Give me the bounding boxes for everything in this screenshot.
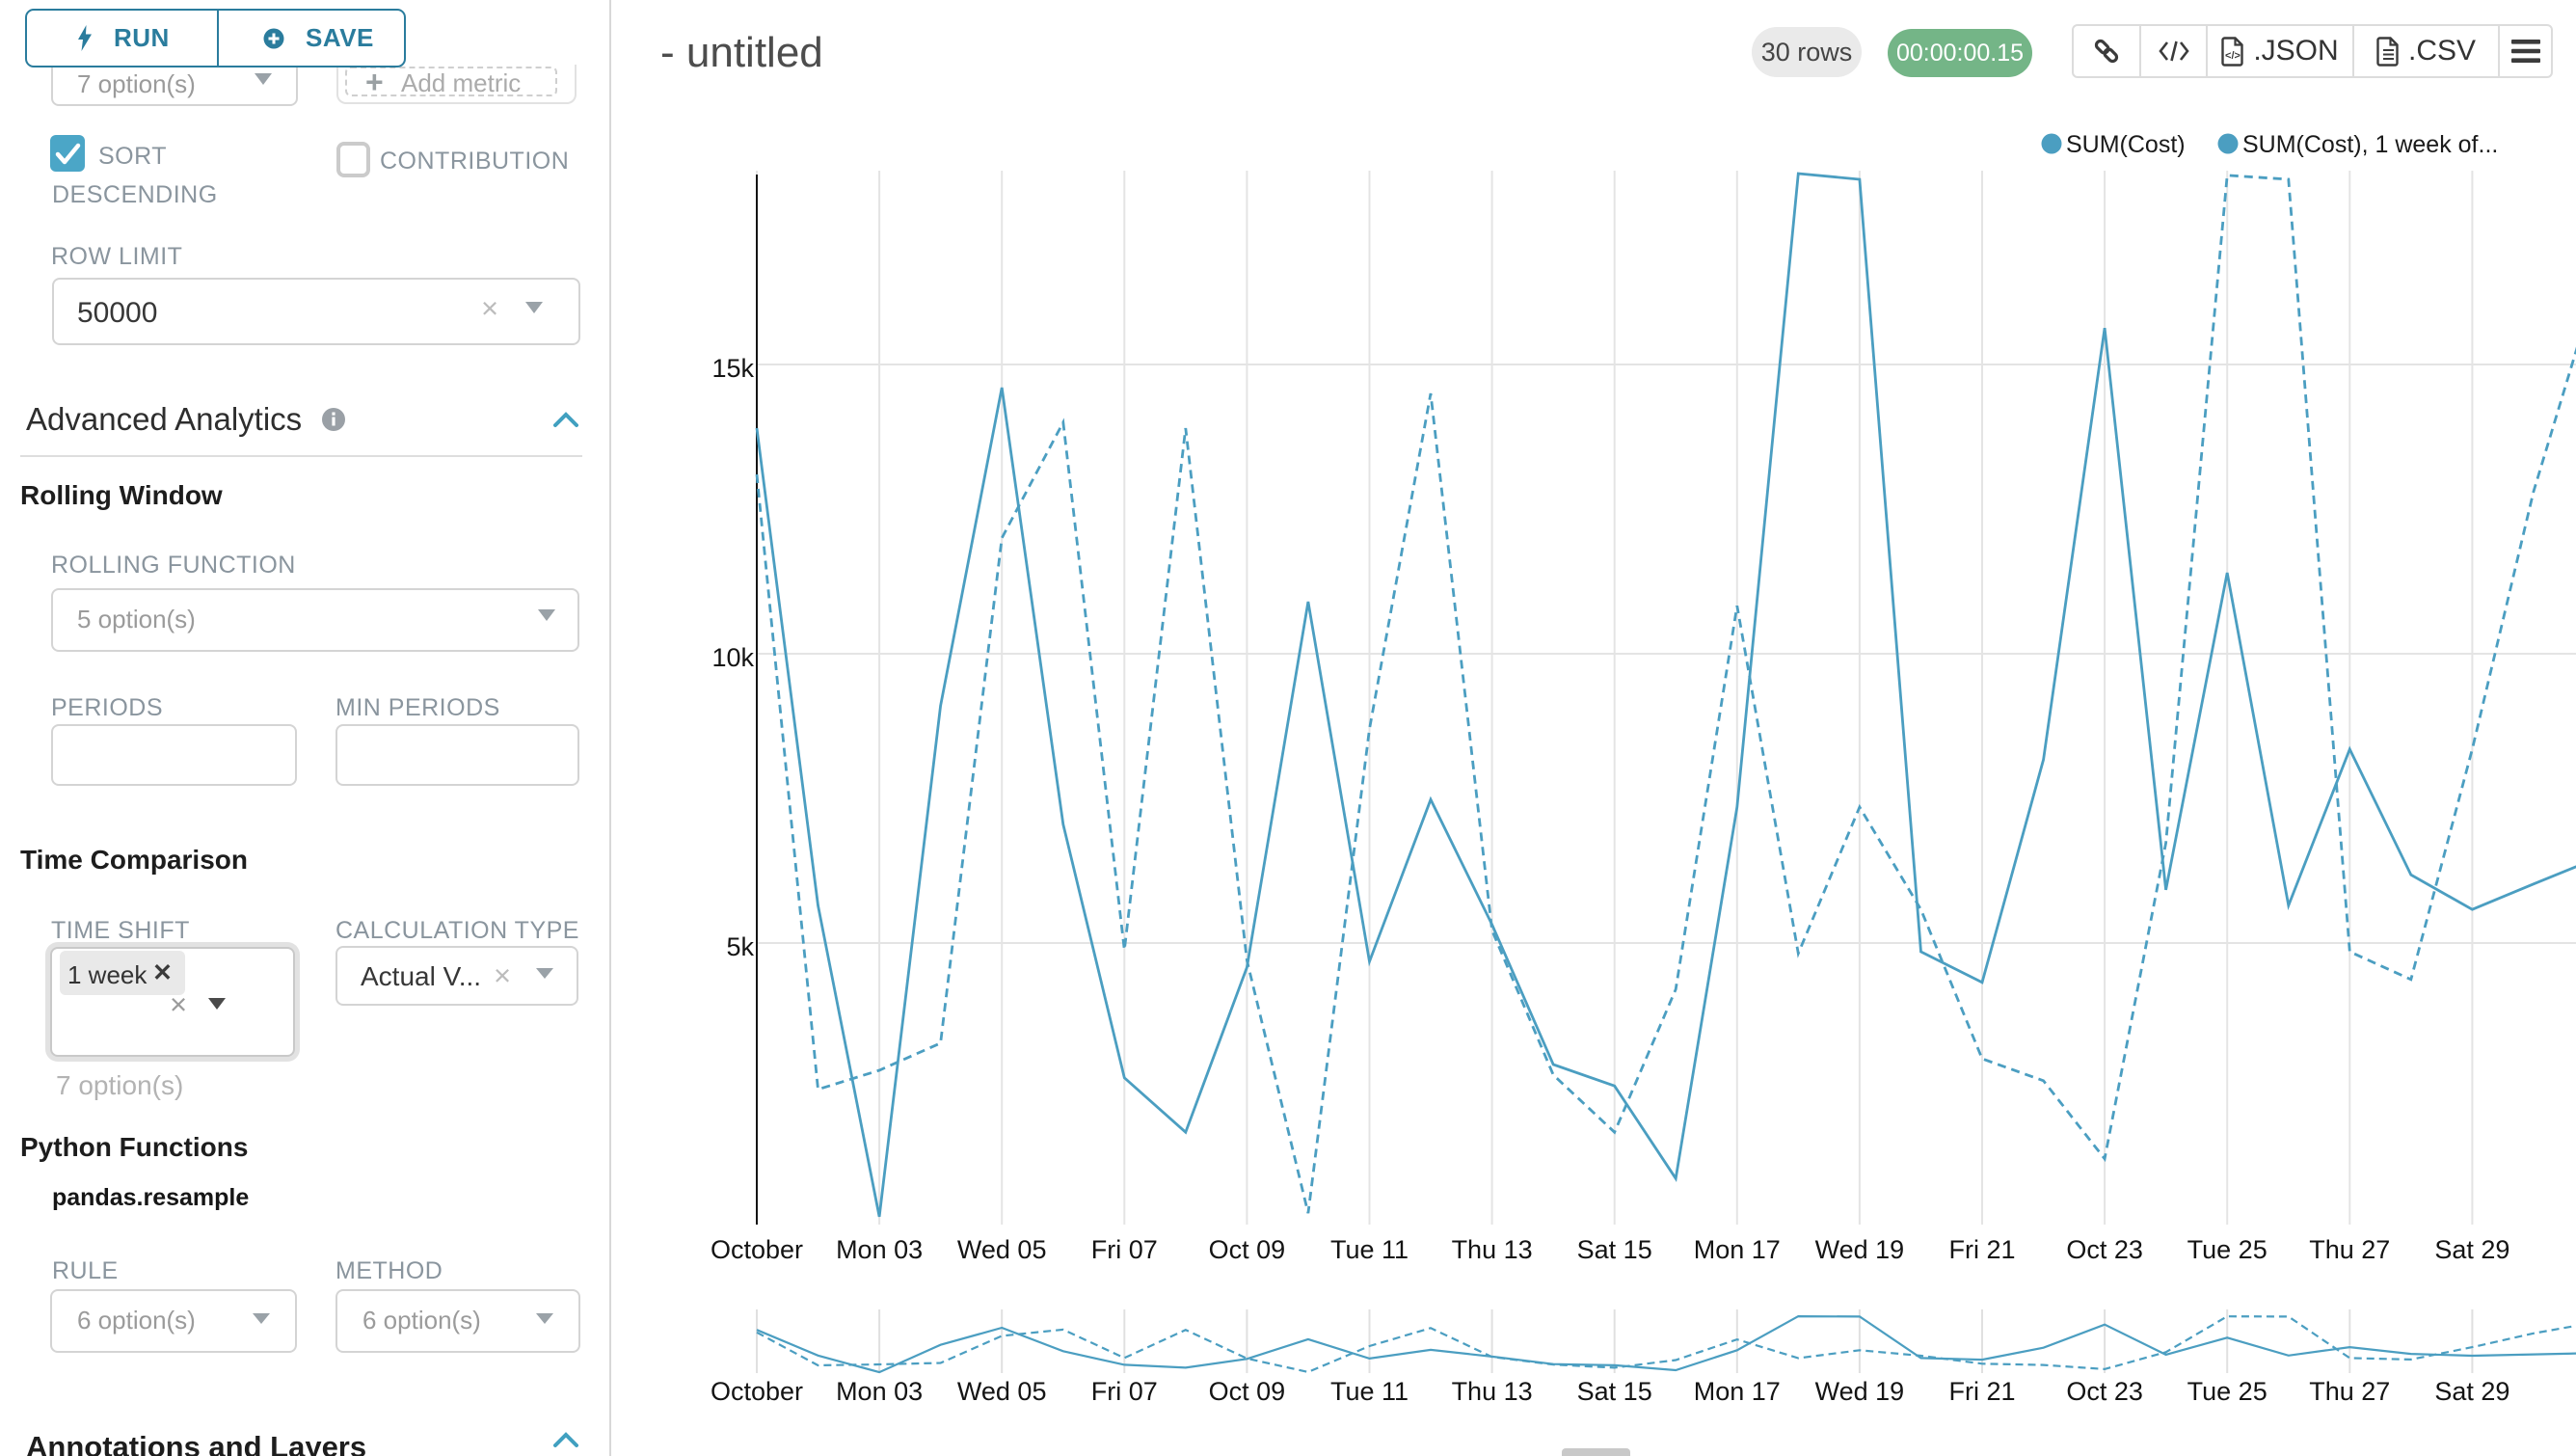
svg-text:Fri 07: Fri 07 bbox=[1091, 1377, 1158, 1406]
svg-text:Tue 11: Tue 11 bbox=[1330, 1235, 1409, 1264]
svg-text:Thu 13: Thu 13 bbox=[1452, 1235, 1533, 1264]
svg-text:October: October bbox=[711, 1377, 803, 1406]
svg-text:Fri 07: Fri 07 bbox=[1091, 1235, 1158, 1264]
svg-text:Mon 03: Mon 03 bbox=[836, 1235, 923, 1264]
svg-text:10k: 10k bbox=[711, 643, 754, 672]
svg-text:Thu 27: Thu 27 bbox=[2309, 1235, 2390, 1264]
svg-text:Fri 21: Fri 21 bbox=[1948, 1235, 2015, 1264]
svg-text:Wed 19: Wed 19 bbox=[1815, 1235, 1905, 1264]
svg-text:Sat 15: Sat 15 bbox=[1577, 1377, 1652, 1406]
svg-text:Sat 15: Sat 15 bbox=[1577, 1235, 1652, 1264]
svg-text:Mon 17: Mon 17 bbox=[1694, 1377, 1781, 1406]
svg-text:Mon 03: Mon 03 bbox=[836, 1377, 923, 1406]
svg-text:Thu 27: Thu 27 bbox=[2309, 1377, 2390, 1406]
svg-text:Oct 23: Oct 23 bbox=[2066, 1235, 2143, 1264]
svg-text:Mon 17: Mon 17 bbox=[1694, 1235, 1781, 1264]
svg-text:Tue 25: Tue 25 bbox=[2187, 1377, 2267, 1406]
svg-text:Tue 11: Tue 11 bbox=[1330, 1377, 1409, 1406]
svg-text:5k: 5k bbox=[726, 932, 754, 961]
svg-text:Oct 09: Oct 09 bbox=[1209, 1377, 1286, 1406]
svg-text:Thu 13: Thu 13 bbox=[1452, 1377, 1533, 1406]
svg-text:Wed 05: Wed 05 bbox=[957, 1377, 1047, 1406]
svg-text:</>: </> bbox=[2225, 50, 2241, 62]
svg-text:October: October bbox=[711, 1235, 803, 1264]
svg-text:15k: 15k bbox=[711, 354, 754, 383]
svg-text:Tue 25: Tue 25 bbox=[2187, 1235, 2267, 1264]
svg-text:Wed 19: Wed 19 bbox=[1815, 1377, 1905, 1406]
svg-text:Wed 05: Wed 05 bbox=[957, 1235, 1047, 1264]
svg-text:Fri 21: Fri 21 bbox=[1948, 1377, 2015, 1406]
svg-text:Oct 09: Oct 09 bbox=[1209, 1235, 1286, 1264]
svg-text:Sat 29: Sat 29 bbox=[2434, 1377, 2509, 1406]
svg-text:SUM(Cost): SUM(Cost) bbox=[2066, 131, 2186, 158]
svg-text:Sat 29: Sat 29 bbox=[2434, 1235, 2509, 1264]
svg-text:Oct 23: Oct 23 bbox=[2066, 1377, 2143, 1406]
svg-text:SUM(Cost), 1 week of...: SUM(Cost), 1 week of... bbox=[2242, 131, 2498, 158]
